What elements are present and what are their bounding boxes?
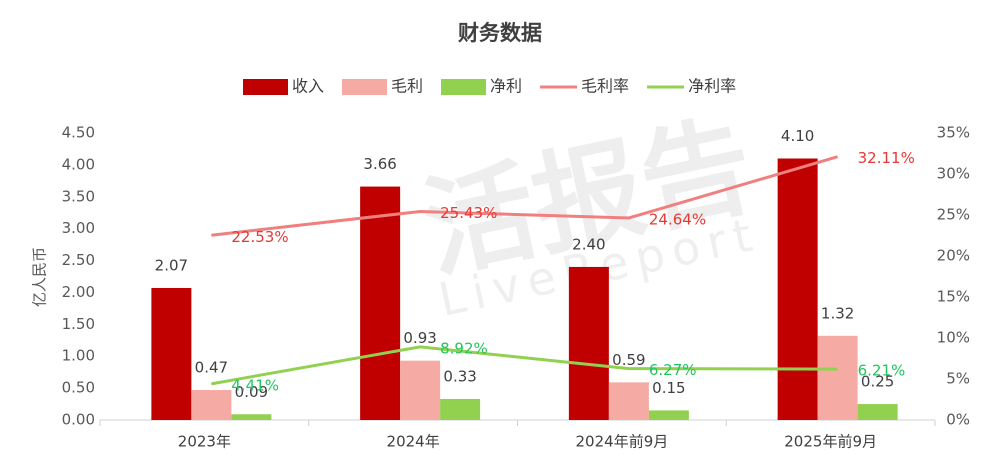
y2-tick-label: 10% bbox=[937, 329, 970, 347]
y-axis-label: 亿人民币 bbox=[31, 247, 49, 307]
legend-swatch bbox=[243, 79, 288, 95]
bar-value-label: 0.25 bbox=[861, 373, 894, 391]
bar-value-label: 0.47 bbox=[195, 359, 228, 377]
bar bbox=[191, 390, 232, 420]
y-tick-label: 4.50 bbox=[62, 124, 95, 142]
y-tick-label: 0.00 bbox=[62, 411, 95, 429]
legend-label: 净利 bbox=[490, 77, 522, 96]
y-tick-label: 4.00 bbox=[62, 155, 95, 173]
line-value-label: 8.92% bbox=[440, 339, 488, 357]
y-tick-label: 0.50 bbox=[62, 379, 95, 397]
bar-value-label: 0.93 bbox=[403, 329, 436, 347]
chart-title: 财务数据 bbox=[458, 21, 542, 45]
line-value-label: 22.53% bbox=[231, 228, 288, 246]
y2-tick-label: 20% bbox=[937, 247, 970, 265]
y2-tick-label: 15% bbox=[937, 288, 970, 306]
bar bbox=[777, 158, 818, 420]
line-value-label: 24.64% bbox=[649, 210, 706, 228]
bar-value-label: 0.59 bbox=[612, 351, 645, 369]
y2-tick-label: 30% bbox=[937, 165, 970, 183]
y2-tick-label: 35% bbox=[937, 124, 970, 142]
bar bbox=[231, 414, 272, 420]
bar-value-label: 0.09 bbox=[235, 383, 268, 401]
legend-label: 毛利 bbox=[391, 77, 423, 96]
bar-value-label: 3.66 bbox=[363, 155, 396, 173]
bar-value-label: 2.07 bbox=[155, 256, 188, 274]
line-value-label: 4.41% bbox=[231, 376, 279, 394]
y2-tick-label: 5% bbox=[946, 370, 970, 388]
y-tick-label: 3.50 bbox=[62, 187, 95, 205]
x-tick-label: 2024年 bbox=[387, 433, 440, 451]
line bbox=[211, 345, 838, 386]
y2-tick-label: 0% bbox=[946, 411, 970, 429]
y-tick-label: 1.50 bbox=[62, 315, 95, 333]
bar-value-label: 4.10 bbox=[781, 127, 814, 145]
bar-value-label: 2.40 bbox=[572, 235, 605, 253]
y-tick-label: 1.00 bbox=[62, 347, 95, 365]
legend-label: 净利率 bbox=[688, 77, 736, 96]
x-tick-label: 2024年前9月 bbox=[576, 433, 669, 451]
bar bbox=[857, 404, 898, 420]
bar bbox=[400, 360, 441, 420]
bar-value-label: 1.32 bbox=[821, 304, 854, 322]
line-value-label: 25.43% bbox=[440, 204, 497, 222]
bar bbox=[568, 266, 609, 420]
x-tick-label: 2023年 bbox=[178, 433, 231, 451]
bar bbox=[360, 186, 401, 420]
legend-swatch bbox=[441, 79, 487, 95]
y-tick-label: 2.00 bbox=[62, 283, 95, 301]
line bbox=[211, 155, 839, 237]
line-value-label: 6.27% bbox=[649, 361, 697, 379]
legend-swatch bbox=[342, 79, 388, 95]
bar bbox=[151, 287, 192, 420]
x-tick-label: 2025年前9月 bbox=[784, 433, 877, 451]
legend-label: 毛利率 bbox=[581, 77, 629, 96]
legend-label: 收入 bbox=[292, 77, 324, 96]
bar-value-label: 0.33 bbox=[443, 367, 476, 385]
y2-tick-label: 25% bbox=[937, 206, 970, 224]
bar bbox=[440, 398, 481, 420]
bar-value-label: 0.15 bbox=[652, 379, 685, 397]
bar bbox=[817, 335, 858, 420]
bar bbox=[648, 410, 689, 420]
line-value-label: 32.11% bbox=[858, 149, 915, 167]
y-tick-label: 3.00 bbox=[62, 219, 95, 237]
bar bbox=[608, 382, 649, 420]
line-value-label: 6.21% bbox=[858, 362, 906, 380]
y-tick-label: 2.50 bbox=[62, 251, 95, 269]
